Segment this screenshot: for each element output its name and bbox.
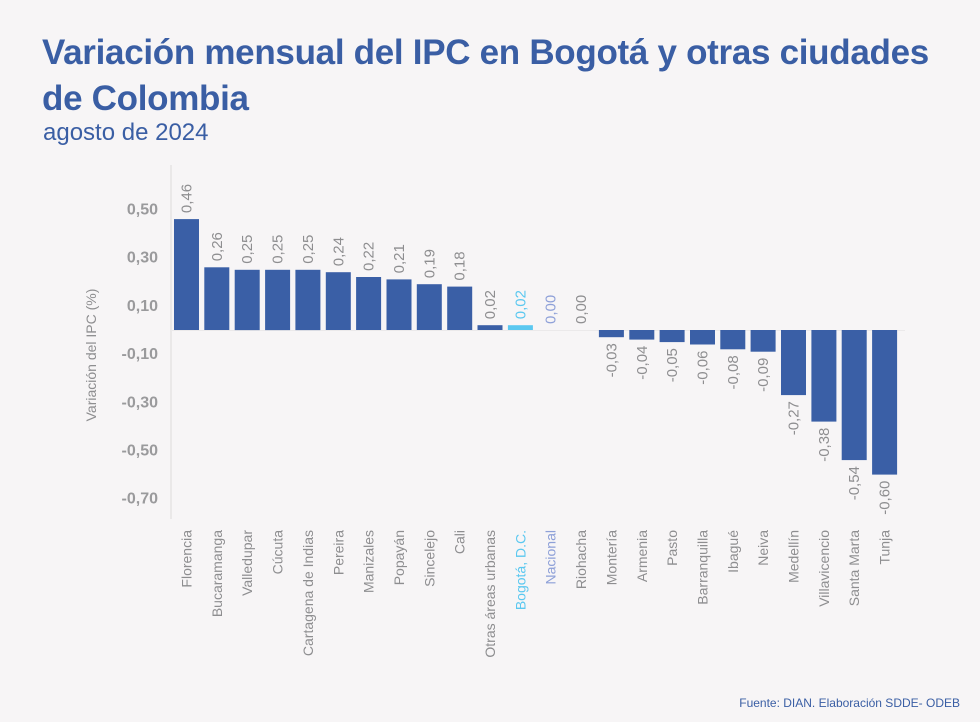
value-label-ibague: -0,08 <box>725 355 742 389</box>
category-label-cartagena-de-indias: Cartagena de Indias <box>300 530 316 656</box>
category-label-pasto: Pasto <box>664 530 680 566</box>
category-label-riohacha: Riohacha <box>573 530 589 589</box>
chart-title: Variación mensual del IPC en Bogotá y ot… <box>42 33 929 118</box>
bars <box>174 219 898 475</box>
bar-bucaramanga <box>204 267 230 330</box>
value-label-cali: 0,18 <box>452 251 469 280</box>
y-axis-tick-labels: 0,50 0,30 0,10 -0,10 -0,30 -0,50 -0,70 <box>122 202 159 508</box>
category-label-manizales: Manizales <box>361 530 377 593</box>
value-label-bogota-d-c: 0,02 <box>512 290 529 319</box>
bar-pasto <box>659 330 685 343</box>
category-label-villavicencio: Villavicencio <box>816 530 832 607</box>
category-label-cucuta: Cúcuta <box>270 530 286 575</box>
y-tick-label: -0,70 <box>122 491 159 508</box>
category-label-santa-marta: Santa Marta <box>846 530 862 606</box>
value-label-cucuta: 0,25 <box>270 235 287 264</box>
value-label-valledupar: 0,25 <box>239 235 256 264</box>
category-label-barranquilla: Barranquilla <box>695 530 711 605</box>
bar-pereira <box>325 272 351 330</box>
value-label-pereira: 0,24 <box>330 237 347 266</box>
value-label-medellin: -0,27 <box>786 401 803 435</box>
category-label-armenia: Armenia <box>634 530 650 582</box>
value-label-bucaramanga: 0,26 <box>209 232 226 261</box>
bar-popayan <box>386 279 412 330</box>
bar-tunja <box>872 330 898 475</box>
value-label-armenia: -0,04 <box>634 346 651 380</box>
bar-bogota-d-c <box>507 325 533 330</box>
y-tick-label: -0,10 <box>122 346 159 363</box>
bar-florencia <box>174 219 199 330</box>
source-note: Fuente: DIAN. Elaboración SDDE- ODEB <box>739 696 960 710</box>
value-label-barranquilla: -0,06 <box>695 351 712 385</box>
category-label-medellin: Medellín <box>786 530 802 583</box>
category-label-sincelejo: Sincelejo <box>421 530 437 587</box>
bar-armenia <box>629 330 655 340</box>
category-label-pereira: Pereira <box>330 530 346 575</box>
category-label-otras-areas-urbanas: Otras áreas urbanas <box>482 530 498 658</box>
bar-santa-marta <box>841 330 867 461</box>
value-label-nacional: 0,00 <box>543 295 560 324</box>
bar-barranquilla <box>690 330 715 345</box>
y-tick-label: 0,50 <box>127 202 158 219</box>
category-label-nacional: Nacional <box>543 530 559 584</box>
bar-cali <box>447 286 473 330</box>
category-label-ibague: Ibagué <box>725 530 741 573</box>
bar-cartagena-de-indias <box>295 269 321 331</box>
y-tick-label: 0,30 <box>127 250 158 267</box>
value-label-sincelejo: 0,19 <box>421 249 438 278</box>
value-label-riohacha: 0,00 <box>573 295 590 324</box>
bar-neiva <box>750 330 776 352</box>
value-label-otras-areas-urbanas: 0,02 <box>482 290 499 319</box>
y-tick-label: -0,30 <box>122 394 159 411</box>
bar-manizales <box>356 277 382 330</box>
bar-villavicencio <box>811 330 837 422</box>
value-label-manizales: 0,22 <box>361 242 378 271</box>
category-label-bogota-d-c: Bogotá, D.C. <box>512 530 528 610</box>
category-label-tunja: Tunja <box>877 530 893 565</box>
value-label-florencia: 0,46 <box>179 184 196 213</box>
value-label-tunja: -0,60 <box>877 481 894 515</box>
bar-valledupar <box>234 269 260 331</box>
bar-medellin <box>781 330 806 396</box>
y-axis-label: Variación del IPC (%) <box>83 289 99 422</box>
bar-otras-areas-urbanas <box>477 325 503 330</box>
category-label-cali: Cali <box>452 530 468 554</box>
value-label-santa-marta: -0,54 <box>846 466 863 500</box>
bar-sincelejo <box>416 284 442 330</box>
category-label-florencia: Florencia <box>179 530 195 588</box>
bar-ibague <box>720 330 746 350</box>
category-labels: Florencia Bucaramanga Valledupar Cúcuta Cart… <box>179 530 893 658</box>
y-tick-label: 0,10 <box>127 298 158 315</box>
value-label-popayan: 0,21 <box>391 244 408 273</box>
category-label-bucaramanga: Bucaramanga <box>209 530 225 617</box>
value-label-monteria: -0,03 <box>603 343 620 377</box>
value-label-pasto: -0,05 <box>664 348 681 382</box>
category-label-neiva: Neiva <box>755 530 771 566</box>
value-label-cartagena-de-indias: 0,25 <box>300 235 317 264</box>
bar-monteria <box>598 330 624 338</box>
y-tick-label: -0,50 <box>122 443 159 460</box>
value-label-neiva: -0,09 <box>755 358 772 392</box>
category-label-valledupar: Valledupar <box>239 530 255 596</box>
category-label-monteria: Montería <box>603 530 619 585</box>
chart-subtitle: agosto de 2024 <box>43 119 209 146</box>
bar-cucuta <box>265 269 291 331</box>
category-label-popayan: Popayán <box>391 530 407 585</box>
value-label-villavicencio: -0,38 <box>816 428 833 462</box>
value-labels: 0,46 0,26 0,25 0,25 0,25 0,24 0,22 0,21 0,19 0,18… <box>179 184 894 515</box>
